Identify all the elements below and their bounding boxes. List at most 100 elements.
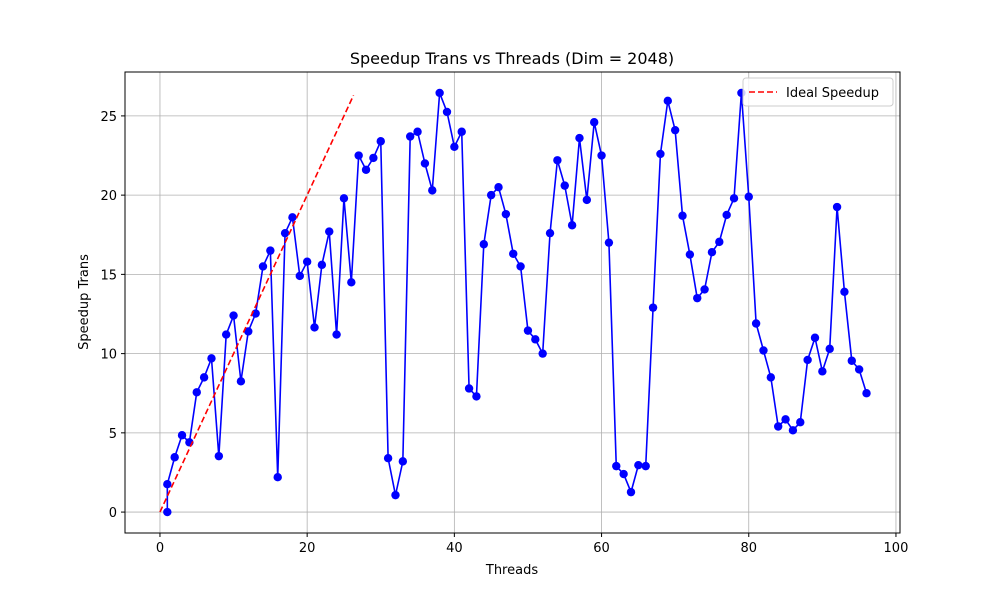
data-point [648, 303, 658, 312]
data-point [685, 250, 695, 259]
data-point [803, 355, 812, 365]
data-point [670, 125, 680, 135]
data-point [751, 319, 761, 328]
data-point [420, 159, 430, 168]
x-tick-label: 60 [593, 541, 610, 556]
data-point [325, 227, 334, 236]
data-point [339, 194, 349, 203]
data-point [523, 326, 533, 335]
data-point [553, 156, 562, 165]
x-tick-label: 80 [740, 541, 757, 556]
data-point [302, 257, 312, 266]
data-point [516, 262, 525, 271]
data-point [656, 149, 665, 159]
data-point [163, 507, 172, 517]
data-point [582, 195, 592, 205]
data-point [273, 473, 282, 482]
data-point [575, 133, 584, 143]
data-point [258, 262, 268, 271]
data-point [317, 260, 327, 270]
data-point [472, 392, 481, 401]
data-point [604, 238, 614, 247]
data-point [163, 479, 172, 489]
data-point [383, 454, 393, 463]
x-tick-label: 40 [446, 541, 463, 556]
data-point [707, 247, 717, 257]
legend-box [742, 77, 894, 107]
data-point [612, 461, 621, 471]
data-point [207, 354, 216, 363]
data-point [398, 457, 408, 466]
data-point [428, 186, 437, 195]
data-point [391, 490, 400, 500]
x-axis-label: Threads [485, 563, 538, 578]
data-point [170, 453, 179, 462]
x-tick-label: 20 [299, 541, 316, 556]
data-point [847, 356, 856, 365]
data-point [663, 96, 672, 106]
data-point [435, 88, 444, 98]
data-point [354, 151, 363, 160]
data-point [560, 181, 569, 190]
data-point [450, 142, 459, 151]
y-tick-label: 20 [100, 189, 117, 204]
data-point [700, 285, 709, 294]
data-point [457, 127, 466, 136]
y-tick-label: 0 [109, 506, 117, 521]
data-point [825, 344, 834, 354]
data-point [759, 346, 768, 355]
series-line [159, 94, 355, 513]
legend-label: Ideal Speedup [786, 86, 879, 101]
data-point [236, 377, 246, 386]
data-point [678, 211, 687, 220]
data-point [479, 240, 488, 249]
data-point [192, 388, 201, 397]
x-tick-label: 100 [884, 541, 909, 556]
data-point [854, 365, 864, 374]
data-point [744, 192, 753, 201]
y-tick-label: 10 [100, 348, 117, 363]
data-point [177, 431, 187, 440]
data-point [766, 373, 776, 382]
data-point [538, 349, 547, 358]
data-point [788, 426, 798, 435]
data-point [796, 418, 805, 427]
data-point [729, 194, 739, 203]
data-point [567, 221, 577, 230]
data-point [288, 213, 297, 222]
data-point [818, 367, 827, 376]
data-point [405, 132, 415, 141]
data-point [486, 190, 496, 200]
data-point [545, 228, 555, 238]
data-point [832, 202, 842, 212]
y-tick-label: 25 [100, 110, 117, 125]
data-point [442, 107, 452, 117]
data-point [295, 271, 304, 281]
data-point [626, 487, 636, 497]
data-point [413, 127, 422, 136]
chart-title: Speedup Trans vs Threads (Dim = 2048) [350, 49, 674, 68]
data-point [361, 165, 371, 174]
data-point [781, 415, 790, 424]
data-point [229, 311, 238, 320]
y-axis-label: Speedup Trans [77, 254, 92, 350]
data-point [722, 210, 731, 220]
plot-frame [124, 71, 901, 534]
data-point [509, 249, 518, 258]
data-point [369, 153, 378, 163]
data-point [214, 451, 224, 461]
data-point [244, 327, 253, 336]
data-point [589, 118, 599, 127]
data-point [619, 469, 628, 479]
data-point [531, 335, 540, 344]
data-point [376, 137, 385, 146]
data-point [810, 333, 820, 342]
data-point [773, 422, 783, 431]
data-point [310, 323, 319, 332]
data-point [464, 384, 474, 393]
data-point [221, 330, 231, 339]
y-tick-label: 5 [109, 427, 117, 442]
data-point [840, 287, 849, 297]
data-point [501, 209, 511, 219]
x-tick-label: 0 [156, 541, 164, 556]
